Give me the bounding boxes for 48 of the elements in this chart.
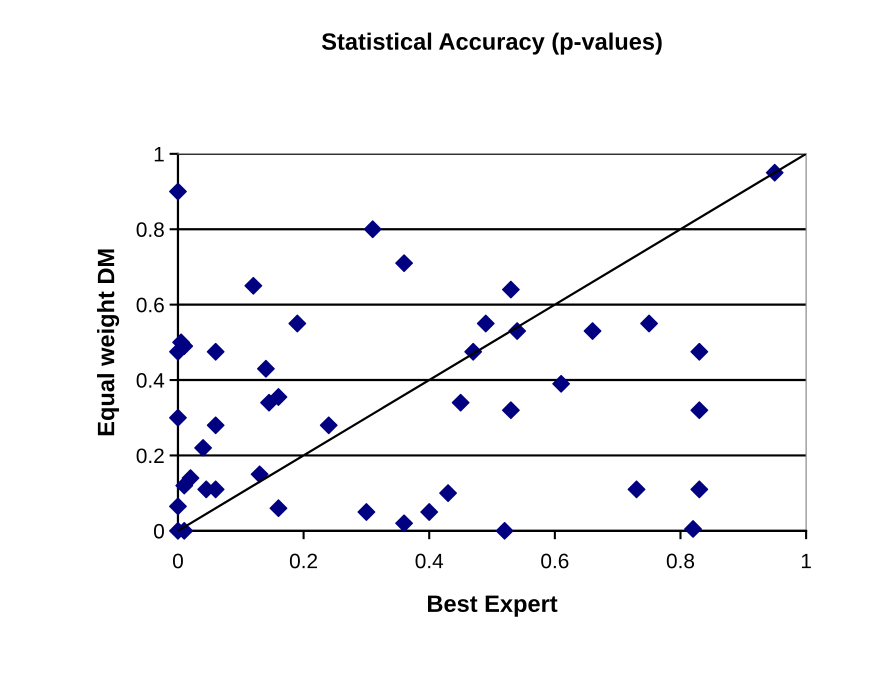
point <box>357 503 376 521</box>
point <box>684 520 702 538</box>
y-tick-label: 1 <box>154 147 164 162</box>
point <box>439 484 457 502</box>
x-tick-label: 0.4 <box>416 554 444 568</box>
point <box>395 514 414 532</box>
point <box>452 394 470 412</box>
point <box>502 280 520 298</box>
point <box>552 374 570 393</box>
x-tick-label: 0.2 <box>290 554 318 568</box>
point <box>690 401 708 420</box>
point <box>250 465 269 484</box>
point <box>244 276 262 295</box>
point <box>628 480 646 498</box>
point <box>169 497 187 516</box>
point <box>320 416 338 434</box>
y-tick-label: 0 <box>154 524 164 539</box>
y-axis-title: Equal weight DM <box>97 249 120 436</box>
y-tick-label: 0.6 <box>136 298 164 312</box>
point <box>194 438 212 457</box>
point <box>175 476 194 495</box>
point <box>169 182 187 200</box>
point <box>690 342 708 361</box>
point <box>690 480 708 498</box>
point <box>206 416 225 434</box>
x-tick-label: 0.6 <box>541 554 568 568</box>
point <box>640 314 658 332</box>
y-tick-label: 0.2 <box>136 448 164 464</box>
y-tick-label: 0.4 <box>136 373 164 388</box>
point <box>502 401 520 420</box>
x-tick-label: 0.8 <box>666 554 694 568</box>
x-tick-label: 1 <box>802 554 811 568</box>
point <box>395 254 414 272</box>
point <box>364 220 382 238</box>
y-tick-label: 0.8 <box>136 222 164 237</box>
point <box>256 360 275 378</box>
point <box>260 394 278 412</box>
x-tick-label: 0 <box>172 554 183 568</box>
x-axis-title: Best Expert <box>428 596 558 617</box>
chart-title: Statistical Accuracy (p-values) <box>322 32 662 55</box>
point <box>476 314 495 332</box>
point <box>206 342 225 361</box>
point <box>496 522 514 540</box>
point <box>169 408 187 427</box>
point <box>288 314 306 332</box>
point <box>420 503 438 521</box>
point <box>584 322 602 340</box>
point <box>270 499 288 518</box>
